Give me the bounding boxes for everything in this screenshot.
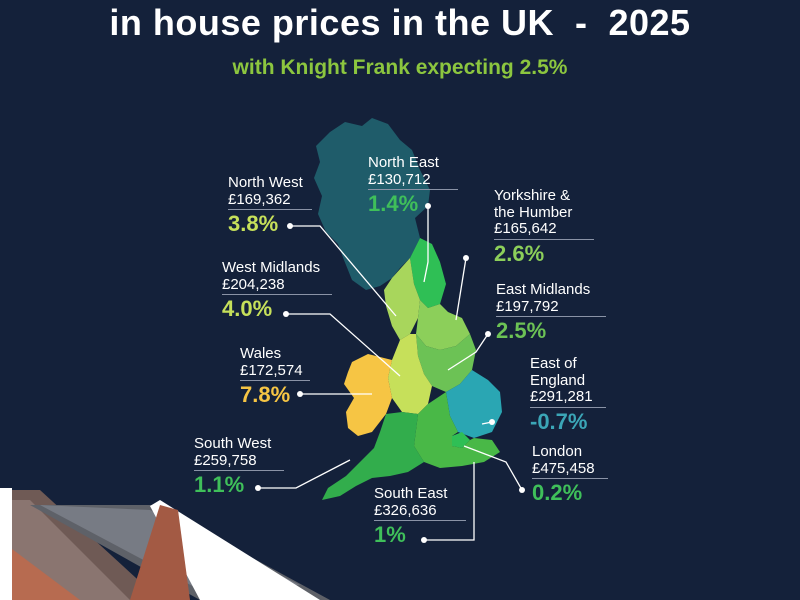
region-name: West Midlands bbox=[222, 259, 321, 276]
region-change: 1.4% bbox=[368, 191, 419, 216]
region-price: £130,712 bbox=[368, 170, 431, 188]
region-price: £172,574 bbox=[240, 361, 303, 379]
leader-south-east bbox=[424, 462, 475, 541]
divider bbox=[496, 316, 606, 317]
region-change: 2.5% bbox=[496, 318, 547, 343]
page-title: in house prices in the UK - 2025 bbox=[109, 2, 691, 43]
label-south-east: South East £326,636 1% bbox=[374, 485, 466, 547]
east-midlands-region bbox=[416, 334, 476, 392]
region-name: North East bbox=[368, 154, 439, 171]
region-change: 4.0% bbox=[222, 296, 273, 321]
region-price: £291,281 bbox=[530, 388, 593, 405]
divider bbox=[494, 238, 594, 240]
wales-region bbox=[344, 354, 392, 436]
region-price: £259,758 bbox=[194, 451, 257, 469]
divider bbox=[222, 294, 332, 295]
north-east-region bbox=[410, 238, 446, 308]
region-name: North West bbox=[228, 174, 303, 191]
label-north-east: North East £130,712 1.4% bbox=[368, 154, 458, 216]
south-west-region bbox=[322, 412, 424, 500]
scotland-region bbox=[314, 118, 430, 290]
page-subtitle: with Knight Frank expecting 2.5% bbox=[232, 56, 568, 79]
region-change: 2.6% bbox=[494, 240, 545, 266]
divider bbox=[374, 520, 466, 521]
yorkshire-region bbox=[416, 300, 470, 350]
region-price: £475,458 bbox=[532, 459, 595, 477]
dot-london bbox=[519, 487, 525, 493]
dot-wales bbox=[297, 391, 303, 397]
divider bbox=[240, 380, 310, 381]
region-name: East of England bbox=[530, 355, 586, 389]
region-price: £169,362 bbox=[228, 190, 291, 208]
label-wales: Wales £172,574 7.8% bbox=[240, 345, 310, 407]
leader-east-midlands bbox=[447, 333, 489, 371]
divider bbox=[194, 470, 284, 471]
region-price: £165,642 bbox=[494, 220, 557, 237]
label-north-west: North West £169,362 3.8% bbox=[228, 174, 312, 236]
dot-west-midlands bbox=[283, 311, 289, 317]
region-name: South West bbox=[194, 435, 272, 452]
divider bbox=[228, 209, 312, 210]
label-east-of-england: East of England £291,281 -0.7% bbox=[530, 355, 606, 434]
region-price: £197,792 bbox=[496, 297, 559, 315]
london-region bbox=[452, 432, 470, 448]
north-west-region bbox=[384, 258, 420, 340]
label-west-midlands: West Midlands £204,238 4.0% bbox=[222, 259, 332, 321]
region-change: 7.8% bbox=[240, 382, 291, 407]
divider bbox=[532, 478, 608, 479]
leader-yorkshire bbox=[455, 257, 467, 321]
dot-south-east bbox=[421, 537, 427, 543]
leader-north-east bbox=[423, 206, 429, 283]
label-london: London £475,458 0.2% bbox=[532, 443, 608, 505]
label-east-midlands: East Midlands £197,792 2.5% bbox=[496, 281, 606, 343]
leader-london bbox=[463, 445, 523, 491]
region-change: 1% bbox=[374, 522, 406, 547]
region-change: 1.1% bbox=[194, 472, 245, 497]
dot-north-west bbox=[287, 223, 293, 229]
divider bbox=[530, 406, 606, 408]
dot-yorkshire bbox=[463, 255, 469, 261]
region-name: London bbox=[532, 443, 583, 460]
dot-north-east bbox=[425, 203, 431, 209]
leader-north-west bbox=[290, 225, 397, 317]
dot-east-of-england bbox=[489, 419, 495, 425]
region-name: East Midlands bbox=[496, 281, 591, 298]
region-name: South East bbox=[374, 485, 448, 502]
label-yorkshire: Yorkshire & the Humber £165,642 2.6% bbox=[494, 187, 594, 266]
divider bbox=[368, 189, 458, 190]
region-name: Yorkshire & the Humber bbox=[494, 187, 573, 221]
south-east-region bbox=[414, 392, 500, 468]
region-name: Wales bbox=[240, 345, 282, 362]
label-south-west: South West £259,758 1.1% bbox=[194, 435, 284, 497]
house-roof-illustration bbox=[0, 488, 330, 600]
region-change: -0.7% bbox=[530, 408, 588, 434]
dot-east-midlands bbox=[485, 331, 491, 337]
region-price: £204,238 bbox=[222, 275, 285, 293]
region-price: £326,636 bbox=[374, 501, 437, 519]
leader-west-midlands bbox=[286, 313, 401, 377]
dot-south-west bbox=[255, 485, 261, 491]
region-change: 0.2% bbox=[532, 480, 583, 505]
region-change: 3.8% bbox=[228, 211, 279, 236]
west-midlands-region bbox=[388, 334, 432, 414]
leader-dots bbox=[255, 203, 525, 543]
east-of-england-region bbox=[446, 370, 502, 438]
leader-south-west bbox=[258, 459, 351, 489]
